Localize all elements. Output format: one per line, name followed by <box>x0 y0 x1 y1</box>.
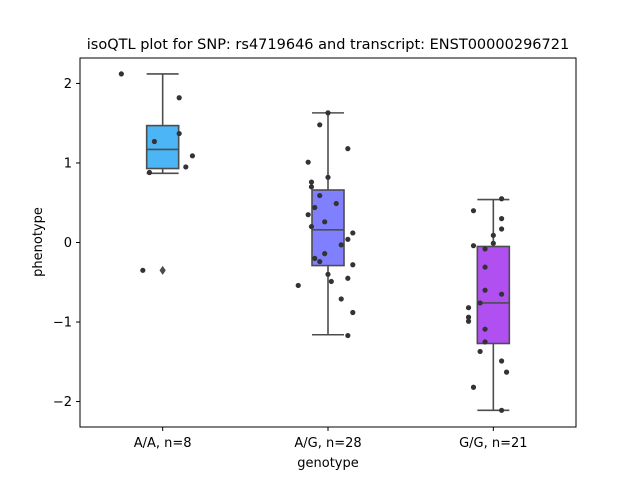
data-point <box>305 159 311 165</box>
data-point <box>333 200 339 207</box>
outlier-marker <box>159 265 166 275</box>
data-point <box>477 300 483 306</box>
data-point <box>146 169 153 176</box>
data-point <box>308 179 315 185</box>
data-point <box>477 348 483 355</box>
data-point <box>503 369 510 375</box>
data-point <box>295 282 301 289</box>
data-point <box>312 255 318 262</box>
data-point <box>490 240 496 246</box>
data-point <box>470 208 477 214</box>
data-point <box>317 192 323 199</box>
data-point <box>482 339 488 345</box>
data-point <box>325 110 331 116</box>
data-point <box>140 267 146 273</box>
y-tick-label: −1 <box>53 316 72 331</box>
box-iqr <box>311 189 345 267</box>
data-point <box>325 174 331 180</box>
data-point <box>118 71 124 77</box>
x-tick-label: A/G, n=28 <box>294 436 361 451</box>
data-point <box>350 262 356 268</box>
data-point <box>499 226 505 232</box>
data-point <box>482 246 488 252</box>
data-point <box>482 287 488 293</box>
data-point <box>189 153 196 159</box>
data-point <box>499 358 505 364</box>
data-point <box>317 122 323 128</box>
data-point <box>350 309 356 316</box>
y-axis-title: phenotype <box>31 207 46 277</box>
data-point <box>345 146 351 152</box>
data-point <box>176 95 182 101</box>
y-tick-label: −2 <box>53 395 72 410</box>
data-point <box>183 164 189 170</box>
data-point <box>322 251 328 257</box>
data-point <box>308 184 315 190</box>
data-point <box>470 384 477 390</box>
data-point <box>465 305 472 311</box>
data-point <box>338 296 344 302</box>
data-point <box>325 271 331 277</box>
data-point <box>338 242 344 248</box>
box-iqr <box>476 245 511 345</box>
data-point <box>350 230 356 236</box>
boxes-layer <box>145 73 511 412</box>
y-tick-label: 0 <box>64 236 72 251</box>
box-iqr <box>145 124 180 170</box>
data-point <box>490 232 496 238</box>
data-point <box>470 243 477 249</box>
y-tick-label: 1 <box>64 156 72 171</box>
data-point <box>305 212 311 218</box>
data-point <box>322 219 328 225</box>
data-point <box>345 236 351 242</box>
data-point <box>345 275 351 281</box>
x-tick-label: A/A, n=8 <box>134 436 192 451</box>
chart-title: isoQTL plot for SNP: rs4719646 and trans… <box>87 37 569 53</box>
data-point <box>499 407 505 413</box>
axes-layer: −2 −1 0 1 2 A/A, n=8 A/G, n=28 G/G, n=21 <box>53 57 577 451</box>
data-point <box>465 318 472 324</box>
y-tick-label: 2 <box>64 77 72 92</box>
x-tick-label: G/G, n=21 <box>459 436 527 451</box>
data-point <box>499 291 505 297</box>
data-point <box>312 204 318 211</box>
data-point <box>482 326 488 332</box>
data-point <box>151 138 157 145</box>
points-layer <box>118 71 510 413</box>
data-point <box>499 216 505 222</box>
data-point <box>308 223 315 230</box>
data-point <box>345 332 351 339</box>
data-point <box>482 264 488 270</box>
data-point <box>176 130 182 137</box>
data-point <box>328 278 334 285</box>
data-point <box>465 314 472 320</box>
data-point <box>317 258 323 265</box>
data-point <box>499 196 505 202</box>
x-axis-title: genotype <box>297 456 358 471</box>
